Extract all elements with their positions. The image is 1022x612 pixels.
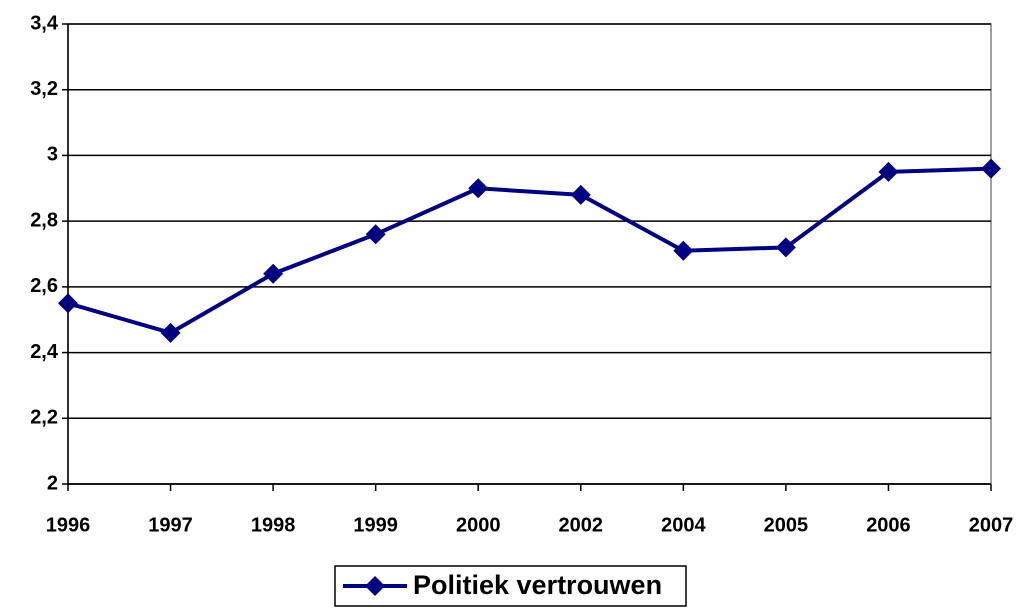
data-point	[570, 184, 591, 205]
y-tick-label: 3,2	[30, 78, 58, 100]
legend-marker	[365, 576, 385, 596]
x-tick-label: 1996	[46, 514, 91, 536]
x-tick-label: 2006	[866, 514, 911, 536]
x-tick-label: 2002	[559, 514, 604, 536]
y-tick-label: 3	[47, 144, 58, 166]
legend-label: Politiek vertrouwen	[413, 570, 662, 600]
y-tick-label: 2	[47, 472, 58, 494]
x-tick-label: 2007	[969, 514, 1014, 536]
x-tick-label: 2000	[456, 514, 501, 536]
data-point	[160, 322, 181, 343]
data-point	[673, 240, 694, 261]
data-point	[981, 158, 1001, 179]
x-tick-label: 1998	[251, 514, 296, 536]
x-tick-label: 2004	[661, 514, 706, 536]
data-point	[878, 161, 899, 182]
x-tick-label: 1997	[148, 514, 193, 536]
x-tick-label: 1999	[353, 514, 398, 536]
y-tick-label: 2,2	[30, 407, 58, 429]
y-tick-label: 2,8	[30, 209, 58, 231]
y-tick-label: 2,6	[30, 275, 58, 297]
y-tick-label: 3,4	[30, 12, 59, 34]
plot-area	[67, 23, 992, 485]
y-tick-label: 2,4	[30, 341, 59, 363]
data-point	[365, 224, 386, 245]
data-point	[775, 237, 796, 258]
data-point	[468, 178, 489, 199]
data-point	[263, 263, 284, 284]
data-point	[58, 293, 78, 314]
series-line	[67, 166, 992, 336]
x-tick-label: 2005	[764, 514, 809, 536]
